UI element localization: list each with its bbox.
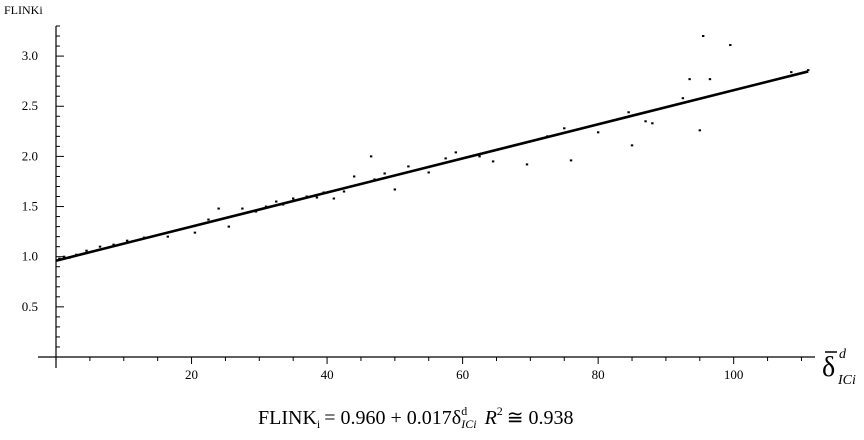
data-point [563,127,566,130]
data-point [125,239,129,242]
data-point [383,172,386,175]
eq-r: R [484,407,497,429]
data-point [644,120,647,123]
eq-rhs-sup: d [461,404,467,418]
data-point [342,190,346,193]
data-point [407,165,410,168]
data-point [454,151,458,154]
data-point [630,144,634,147]
data-point [98,245,102,248]
data-point [627,111,630,114]
data-point [85,249,88,252]
y-tick-label: 1.5 [22,199,38,214]
data-point [393,188,397,191]
y-tick-label: 2.5 [22,98,38,113]
data-point [688,78,691,81]
ticks: 0.5 1.0 1.5 2.0 2.5 3.0 20 40 60 80 100 [22,25,802,382]
y-axis-label: FLINKi [4,3,43,17]
data-point [651,122,654,125]
data-point [569,159,573,162]
data-point [275,200,278,203]
data-point [352,175,356,178]
data-point [525,163,529,166]
data-point [491,160,495,163]
eq-lhs: FLINK [258,407,317,429]
axes [38,26,815,368]
data-point [807,69,810,72]
x-tick-label: 100 [724,367,744,382]
eq-rhs-sub: ICi [460,417,476,431]
y-tick-label: 0.5 [22,299,38,314]
x-tick-label: 40 [321,367,334,382]
y-tick-label: 1.0 [22,249,38,264]
data-point [217,207,220,210]
eq-rhs: = 0.960 + 0.017δ [324,407,461,429]
data-point [207,218,210,221]
data-point [729,44,732,47]
data-point [112,243,115,246]
data-point [62,255,66,258]
fit-line [55,70,809,262]
data-point [596,131,600,134]
x-tick-label: 80 [592,367,605,382]
regression-equation: FLINKi = 0.960 + 0.017δd ICi R2 ≅ 0.938 [258,404,574,431]
data-point [427,171,430,174]
data-point [227,225,231,228]
data-point [193,231,197,234]
x-label-superscript: d [839,347,847,362]
x-tick-label: 60 [456,367,469,382]
y-tick-label: 3.0 [22,48,38,63]
data-point [369,155,373,158]
y-tick-label: 2.0 [22,148,38,163]
eq-lhs-sub: i [317,417,321,431]
data-points [58,35,810,260]
data-point [681,97,685,100]
data-point [698,129,701,132]
x-axis-label: δ d ICi [822,347,856,388]
data-point [241,207,244,210]
x-label-subscript: ICi [837,373,856,388]
eq-r-exp: 2 [497,404,503,418]
data-point [701,35,705,38]
data-point [478,155,481,158]
data-point [315,196,319,199]
x-tick-label: 20 [185,367,198,382]
x-label-symbol: δ [822,352,835,383]
data-point [166,235,170,238]
eq-r-value: ≅ 0.938 [507,407,574,429]
data-point [708,78,712,81]
data-point [444,157,447,160]
data-point [790,71,793,74]
data-point [291,197,295,200]
data-point [332,197,336,200]
